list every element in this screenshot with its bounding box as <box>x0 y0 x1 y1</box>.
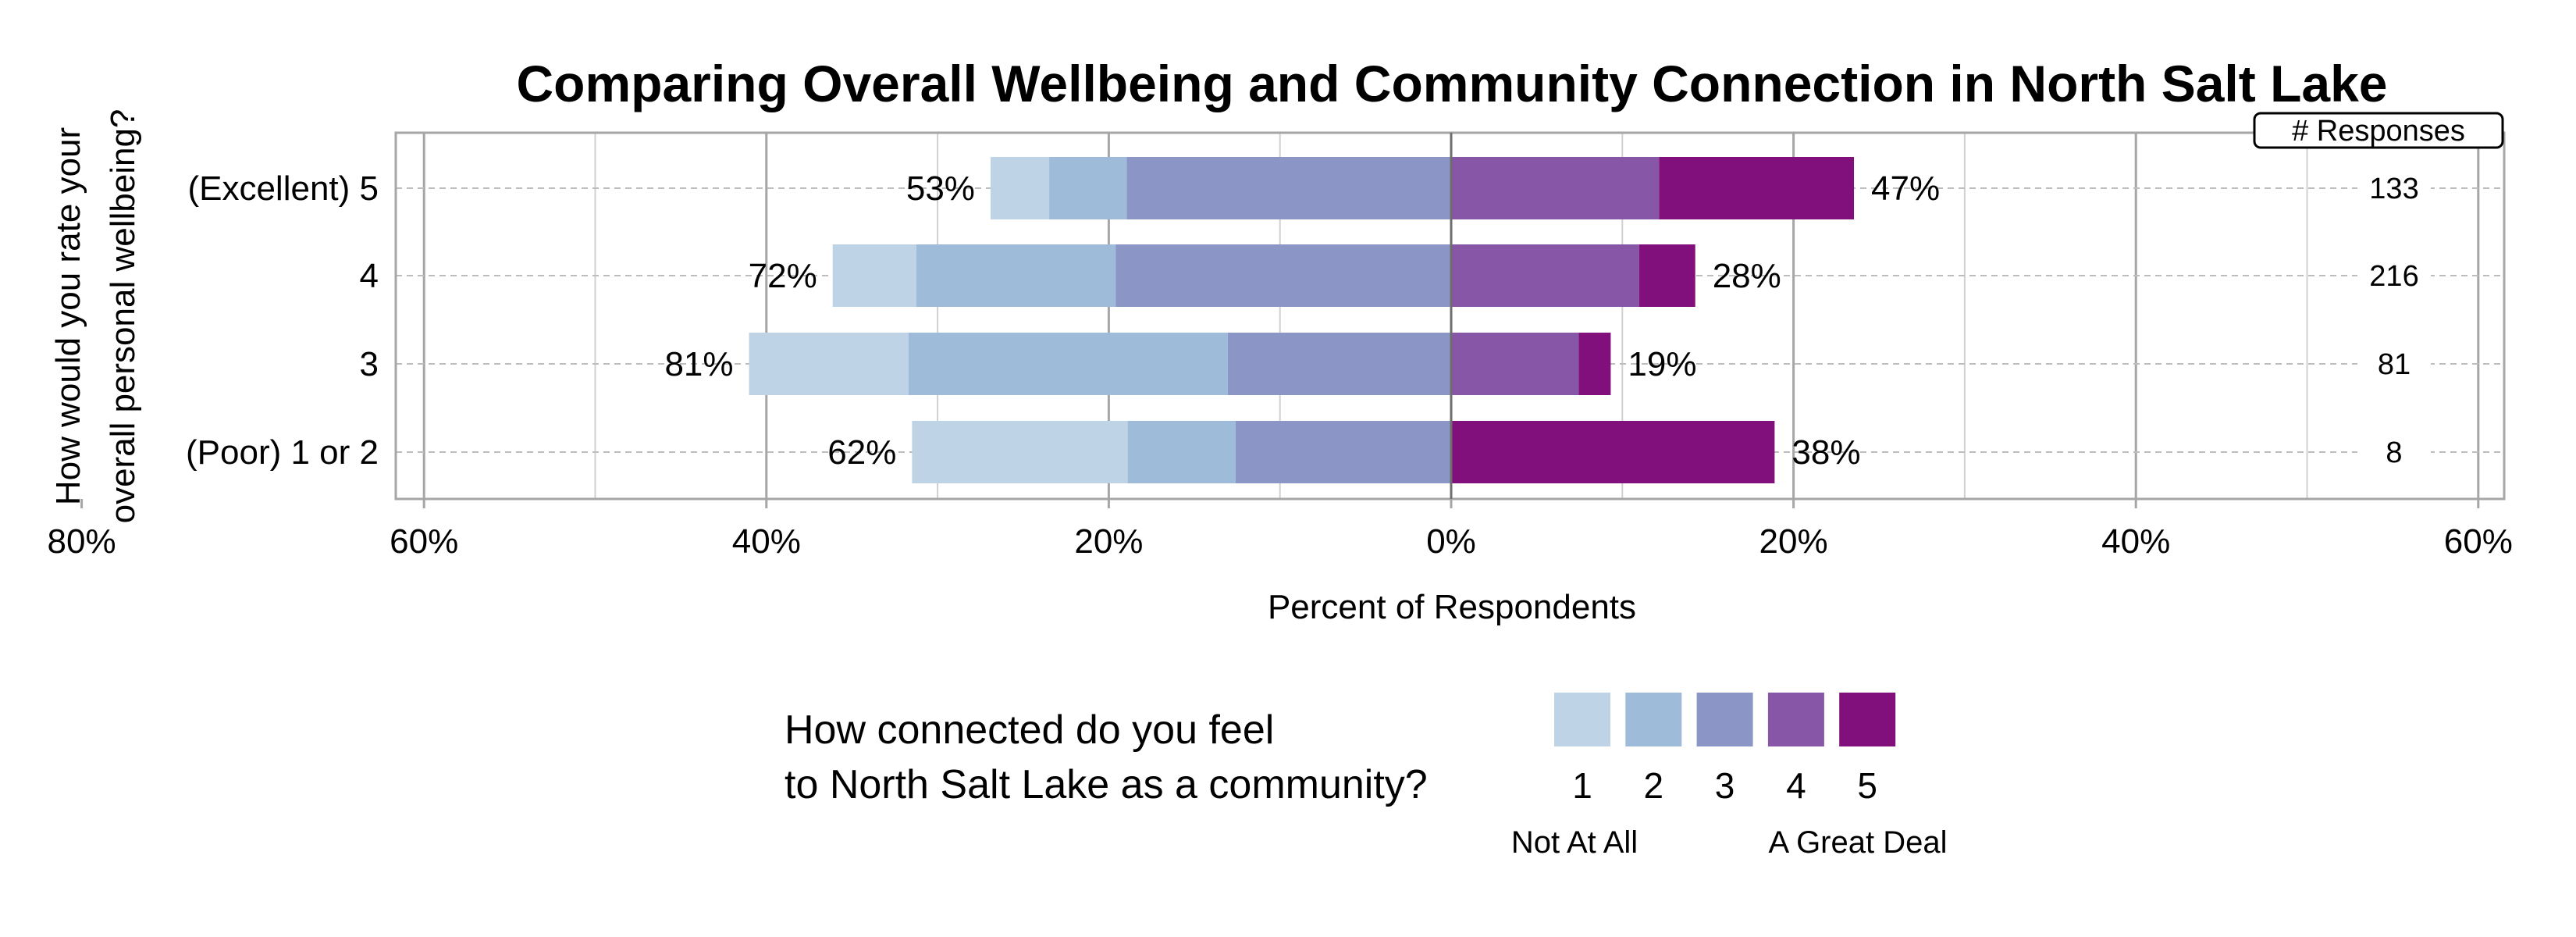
bar-segment-5 <box>1638 244 1695 307</box>
legend-swatch-1 <box>1554 693 1610 746</box>
bar-segment-2 <box>908 333 1228 395</box>
bar-segment-2 <box>1049 157 1127 219</box>
bar-segment-1 <box>832 244 916 307</box>
bar-segment-1 <box>990 157 1050 219</box>
bar-segment-5 <box>1659 157 1855 219</box>
left-percent-label: 81% <box>664 345 733 383</box>
x-tick-label: 40% <box>732 522 801 561</box>
right-percent-label: 19% <box>1628 345 1696 383</box>
x-tick-label: 60% <box>390 522 458 561</box>
bar-segment-3 <box>1227 333 1451 395</box>
chart-title: Comparing Overall Wellbeing and Communit… <box>516 55 2387 112</box>
y-axis-title: How would you rate your overall personal… <box>49 109 142 524</box>
x-axis-title: Percent of Respondents <box>1268 588 1636 626</box>
legend-swatch-5 <box>1839 693 1896 746</box>
legend-item-label: 5 <box>1857 765 1877 806</box>
x-tick-label: 20% <box>1074 522 1143 561</box>
bar-segment-2 <box>916 244 1116 307</box>
bar-segment-4 <box>1451 244 1639 307</box>
legend-title-line-1: How connected do you feel <box>785 707 1274 753</box>
category-label: 3 <box>360 345 379 383</box>
bar-segment-3 <box>1126 157 1451 219</box>
response-count: 133 <box>2369 173 2418 205</box>
x-tick-label: 20% <box>1759 522 1828 561</box>
y-axis-title-line-1: How would you rate your <box>49 127 87 505</box>
bar-segment-5 <box>1451 421 1775 483</box>
x-tick-label: 0% <box>1426 522 1476 561</box>
bars <box>749 133 1855 499</box>
right-percent-label: 47% <box>1871 169 1940 208</box>
responses-header: # Responses <box>2253 112 2504 149</box>
category-label: (Excellent) 5 <box>187 169 379 208</box>
x-tick-label: 40% <box>2101 522 2170 561</box>
legend: How connected do you feel to North Salt … <box>785 693 1948 860</box>
bar-segment-2 <box>1127 421 1236 483</box>
legend-item-label: 3 <box>1715 765 1735 806</box>
y-axis-title-line-2: overall personal wellbeing? <box>104 109 142 524</box>
legend-swatch-3 <box>1696 693 1753 746</box>
legend-title-line-2: to North Salt Lake as a community? <box>785 762 1428 807</box>
response-count: 81 <box>2378 348 2411 381</box>
legend-swatch-4 <box>1767 693 1824 746</box>
responses-header-text: # Responses <box>2292 115 2465 148</box>
legend-item-label: 2 <box>1644 765 1664 806</box>
response-count: 8 <box>2386 436 2402 469</box>
bar-segment-3 <box>1235 421 1451 483</box>
legend-item-label: 4 <box>1786 765 1806 806</box>
left-percent-label: 62% <box>827 433 896 472</box>
right-percent-label: 28% <box>1713 257 1781 295</box>
bar-segment-1 <box>749 333 909 395</box>
left-percent-label: 72% <box>749 257 817 295</box>
x-tick-label: 80% <box>48 522 116 561</box>
left-percent-label: 53% <box>906 169 975 208</box>
bar-segment-1 <box>912 421 1128 483</box>
category-label: 4 <box>360 257 379 295</box>
bar-segment-4 <box>1451 333 1579 395</box>
legend-swatch-2 <box>1625 693 1682 746</box>
response-count: 216 <box>2369 260 2418 293</box>
legend-item-label: 1 <box>1572 765 1592 806</box>
category-label: (Poor) 1 or 2 <box>186 433 379 472</box>
bar-segment-5 <box>1578 333 1611 395</box>
labels: (Excellent) 5 53% 47% 133 4 72% 28% 216 3 81% 19% 8… <box>186 169 2431 472</box>
legend-low-label: Not At All <box>1511 825 1638 860</box>
right-percent-label: 38% <box>1791 433 1860 472</box>
x-tick-label: 60% <box>2444 522 2513 561</box>
legend-high-label: A Great Deal <box>1768 825 1947 860</box>
bar-segment-3 <box>1115 244 1451 307</box>
bar-segment-4 <box>1451 157 1660 219</box>
